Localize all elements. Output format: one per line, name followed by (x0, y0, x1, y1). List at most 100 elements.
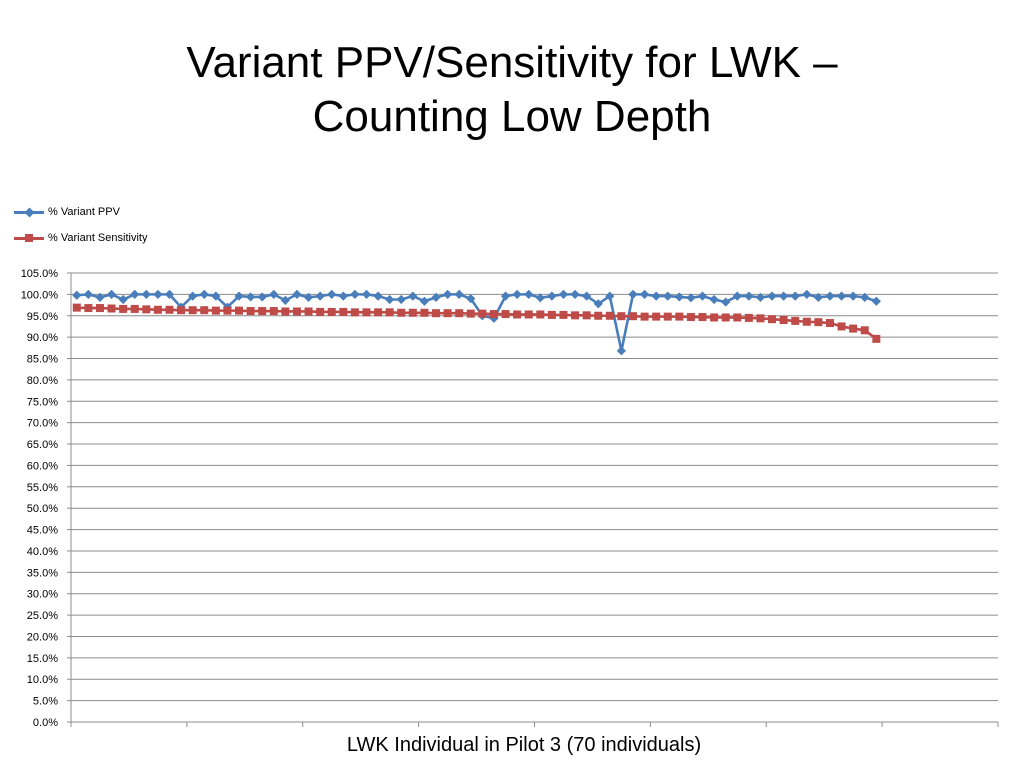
data-point (535, 293, 545, 303)
data-point (767, 291, 777, 301)
data-point (605, 291, 615, 301)
data-point (848, 291, 858, 301)
data-point (142, 305, 151, 314)
y-tick-label: 105.0% (21, 268, 59, 280)
data-point (118, 294, 128, 305)
data-point (768, 315, 777, 324)
data-point (396, 294, 406, 305)
data-point (316, 307, 325, 316)
data-point (755, 292, 766, 302)
data-point (524, 310, 533, 319)
data-point (652, 312, 661, 321)
data-point (813, 292, 823, 302)
data-point (95, 292, 105, 302)
data-point (628, 312, 637, 321)
data-point (570, 289, 580, 299)
data-point (837, 322, 846, 331)
data-point (524, 289, 534, 299)
data-point (211, 306, 220, 315)
data-point (130, 289, 140, 299)
y-tick-label: 75.0% (27, 396, 58, 408)
data-point (732, 291, 742, 301)
data-point (478, 309, 487, 318)
data-point (571, 311, 580, 320)
data-point (558, 289, 569, 299)
y-tick-label: 95.0% (27, 311, 58, 323)
data-point (246, 292, 256, 302)
data-point (825, 291, 835, 301)
data-point (686, 313, 695, 322)
data-point (454, 289, 464, 299)
data-point (235, 306, 244, 315)
data-point (674, 292, 684, 302)
data-point (489, 310, 498, 319)
data-point (582, 311, 591, 320)
y-tick-label: 50.0% (27, 503, 58, 515)
data-point (292, 307, 301, 316)
data-point (536, 310, 545, 319)
data-point (836, 291, 847, 301)
data-point (408, 308, 417, 317)
data-point (709, 294, 719, 305)
x-axis-label: LWK Individual in Pilot 3 (70 individual… (346, 734, 702, 756)
data-point (280, 295, 290, 305)
data-point (616, 346, 627, 356)
y-tick-label: 85.0% (27, 354, 58, 366)
data-point (258, 307, 267, 316)
legend-swatch-sensitivity (14, 232, 46, 244)
series-line (76, 293, 877, 353)
data-point (744, 313, 753, 322)
data-point (211, 291, 221, 301)
y-tick-label: 60.0% (27, 460, 58, 472)
data-point (72, 290, 82, 300)
data-point (442, 289, 453, 299)
data-point (513, 310, 522, 319)
data-point (327, 307, 336, 316)
data-point (639, 289, 650, 299)
data-point (106, 289, 117, 299)
data-point (303, 292, 314, 302)
data-point (721, 313, 730, 322)
data-point (95, 304, 104, 313)
data-point (246, 307, 255, 316)
data-point (512, 289, 522, 299)
data-point (188, 306, 197, 315)
data-point (83, 289, 93, 299)
data-point (547, 291, 557, 301)
data-point (860, 326, 869, 335)
data-point (419, 296, 430, 306)
data-point (141, 289, 151, 299)
y-tick-label: 100.0% (21, 289, 59, 301)
data-point (443, 309, 452, 318)
data-point (234, 291, 244, 301)
series-sensitivity (72, 303, 881, 343)
legend-item-ppv: % Variant PPV (14, 199, 147, 225)
data-point (130, 304, 139, 313)
data-point (420, 308, 429, 317)
data-point (153, 289, 163, 299)
y-tick-label: 30.0% (27, 589, 58, 601)
data-point (72, 303, 81, 312)
data-point (756, 314, 765, 323)
data-point (779, 316, 788, 325)
data-point (663, 312, 672, 321)
data-point (188, 291, 198, 301)
data-point (791, 316, 800, 325)
y-tick-label: 40.0% (27, 546, 58, 558)
y-tick-label: 80.0% (27, 375, 58, 387)
data-point (200, 306, 209, 315)
data-point (292, 289, 302, 299)
data-point (177, 306, 186, 315)
data-point (164, 289, 175, 299)
data-point (779, 291, 789, 301)
data-point (640, 312, 649, 321)
data-point (374, 308, 383, 317)
y-tick-label: 15.0% (27, 653, 58, 665)
data-point (304, 307, 313, 316)
legend-label-ppv: % Variant PPV (48, 206, 120, 218)
data-point (165, 305, 174, 314)
data-point (849, 324, 858, 333)
data-point (153, 305, 162, 314)
data-point (547, 310, 556, 319)
